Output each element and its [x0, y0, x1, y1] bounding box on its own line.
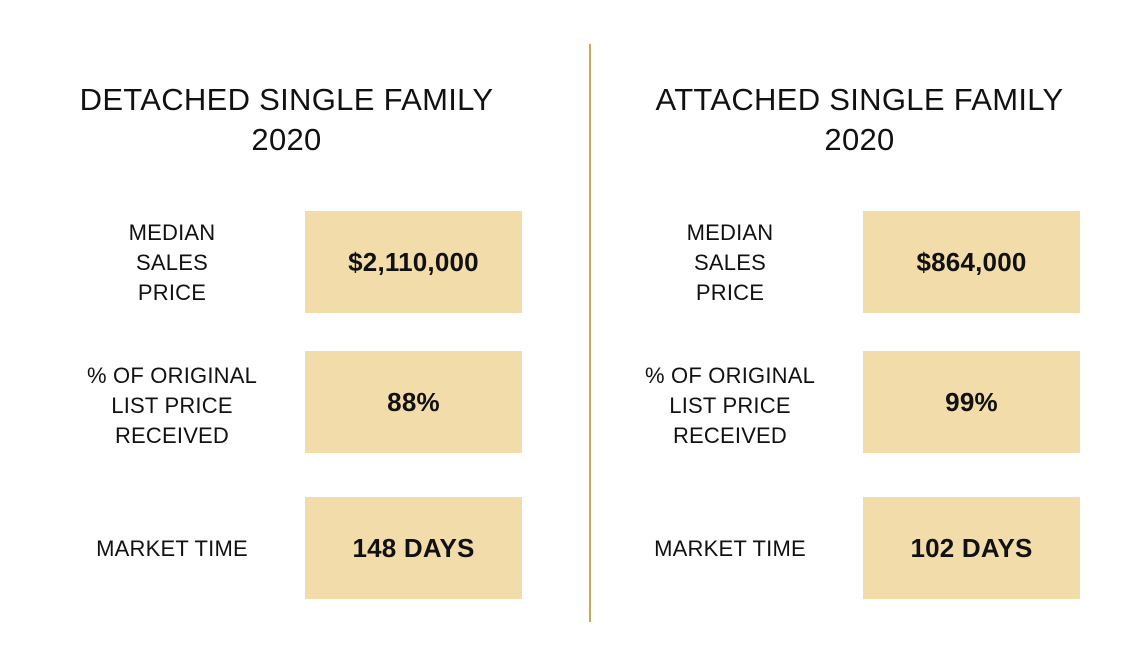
- metric-value-median-sales-price: $2,110,000: [305, 211, 522, 313]
- metric-value-list-price-received: 88%: [305, 351, 522, 453]
- metric-label-median-sales-price: MEDIAN SALES PRICE: [128, 220, 216, 305]
- center-divider: [589, 44, 591, 622]
- metric-label-list-price-received: % OF ORIGINAL LIST PRICE RECEIVED: [86, 363, 258, 448]
- title-year: 2020: [251, 122, 322, 157]
- metric-value-median-sales-price: $864,000: [863, 211, 1080, 313]
- metric-value-market-time: 148 DAYS: [305, 497, 522, 599]
- attached-panel: ATTACHED SINGLE FAMILY 2020 MEDIAN SALES…: [573, 0, 1146, 667]
- panel-title: DETACHED SINGLE FAMILY 2020: [0, 80, 573, 160]
- metric-label-market-time: MARKET TIME: [96, 536, 248, 561]
- metric-label-market-time: MARKET TIME: [654, 536, 806, 561]
- panel-title: ATTACHED SINGLE FAMILY 2020: [573, 80, 1146, 160]
- title-year: 2020: [824, 122, 895, 157]
- metric-label-list-price-received: % OF ORIGINAL LIST PRICE RECEIVED: [644, 363, 816, 448]
- title-line: ATTACHED SINGLE FAMILY: [655, 82, 1064, 117]
- metric-label-median-sales-price: MEDIAN SALES PRICE: [686, 220, 774, 305]
- metric-value-list-price-received: 99%: [863, 351, 1080, 453]
- title-line: DETACHED SINGLE FAMILY: [79, 82, 494, 117]
- detached-panel: DETACHED SINGLE FAMILY 2020 MEDIAN SALES…: [0, 80, 573, 599]
- metric-value-market-time: 102 DAYS: [863, 497, 1080, 599]
